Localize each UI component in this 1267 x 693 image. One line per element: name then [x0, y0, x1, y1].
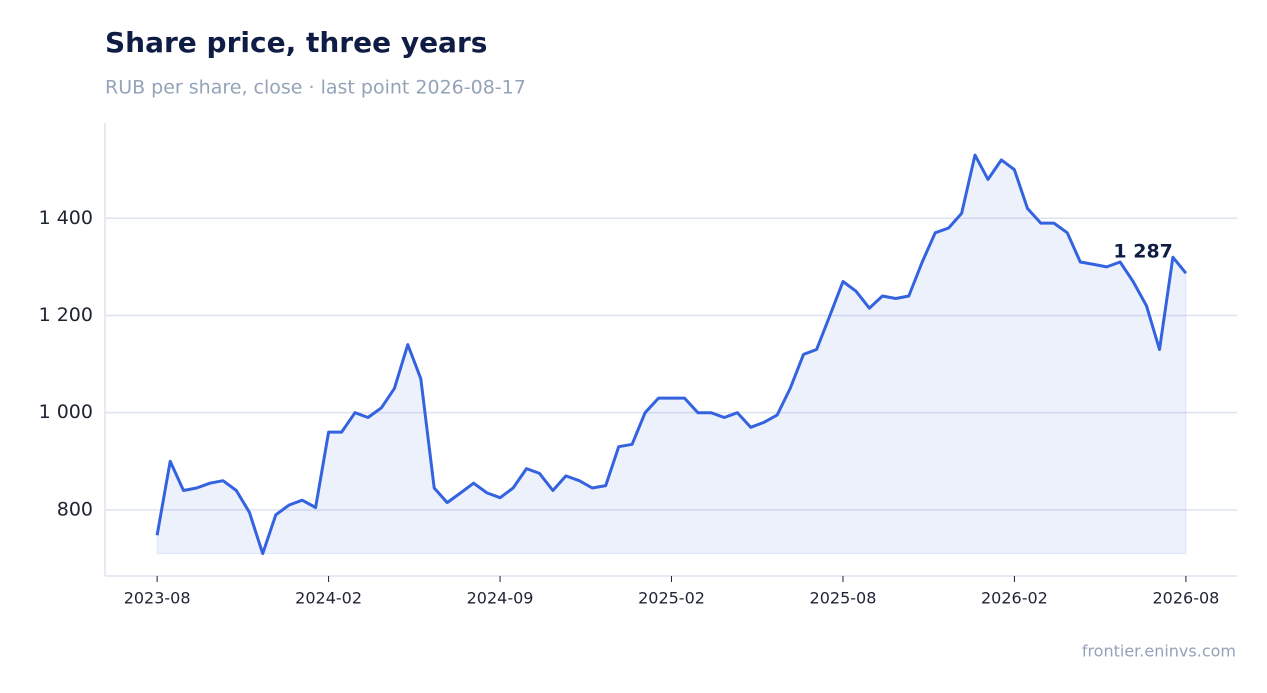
value-label: 1 287 — [1113, 241, 1173, 263]
x-tick-label: 2024-09 — [467, 589, 534, 608]
source: frontier.eninvs.com — [1082, 642, 1236, 661]
chart-title: Share price, three years — [105, 26, 487, 59]
x-tick-label: 2023-08 — [124, 589, 191, 608]
y-tick-label: 800 — [57, 498, 93, 520]
y-tick-label: 1 400 — [39, 207, 93, 229]
x-tick-label: 2026-08 — [1152, 589, 1219, 608]
y-tick-label: 1 200 — [39, 304, 93, 326]
x-tick-label: 2026-02 — [981, 589, 1048, 608]
x-tick-label: 2025-02 — [638, 589, 705, 608]
price-line — [155, 153, 1188, 556]
y-tick-label: 1 000 — [39, 401, 93, 423]
x-tick-label: 2024-02 — [295, 589, 362, 608]
chart-subtitle: RUB per share, close · last point 2026-0… — [105, 77, 526, 99]
x-tick-label: 2025-08 — [810, 589, 877, 608]
